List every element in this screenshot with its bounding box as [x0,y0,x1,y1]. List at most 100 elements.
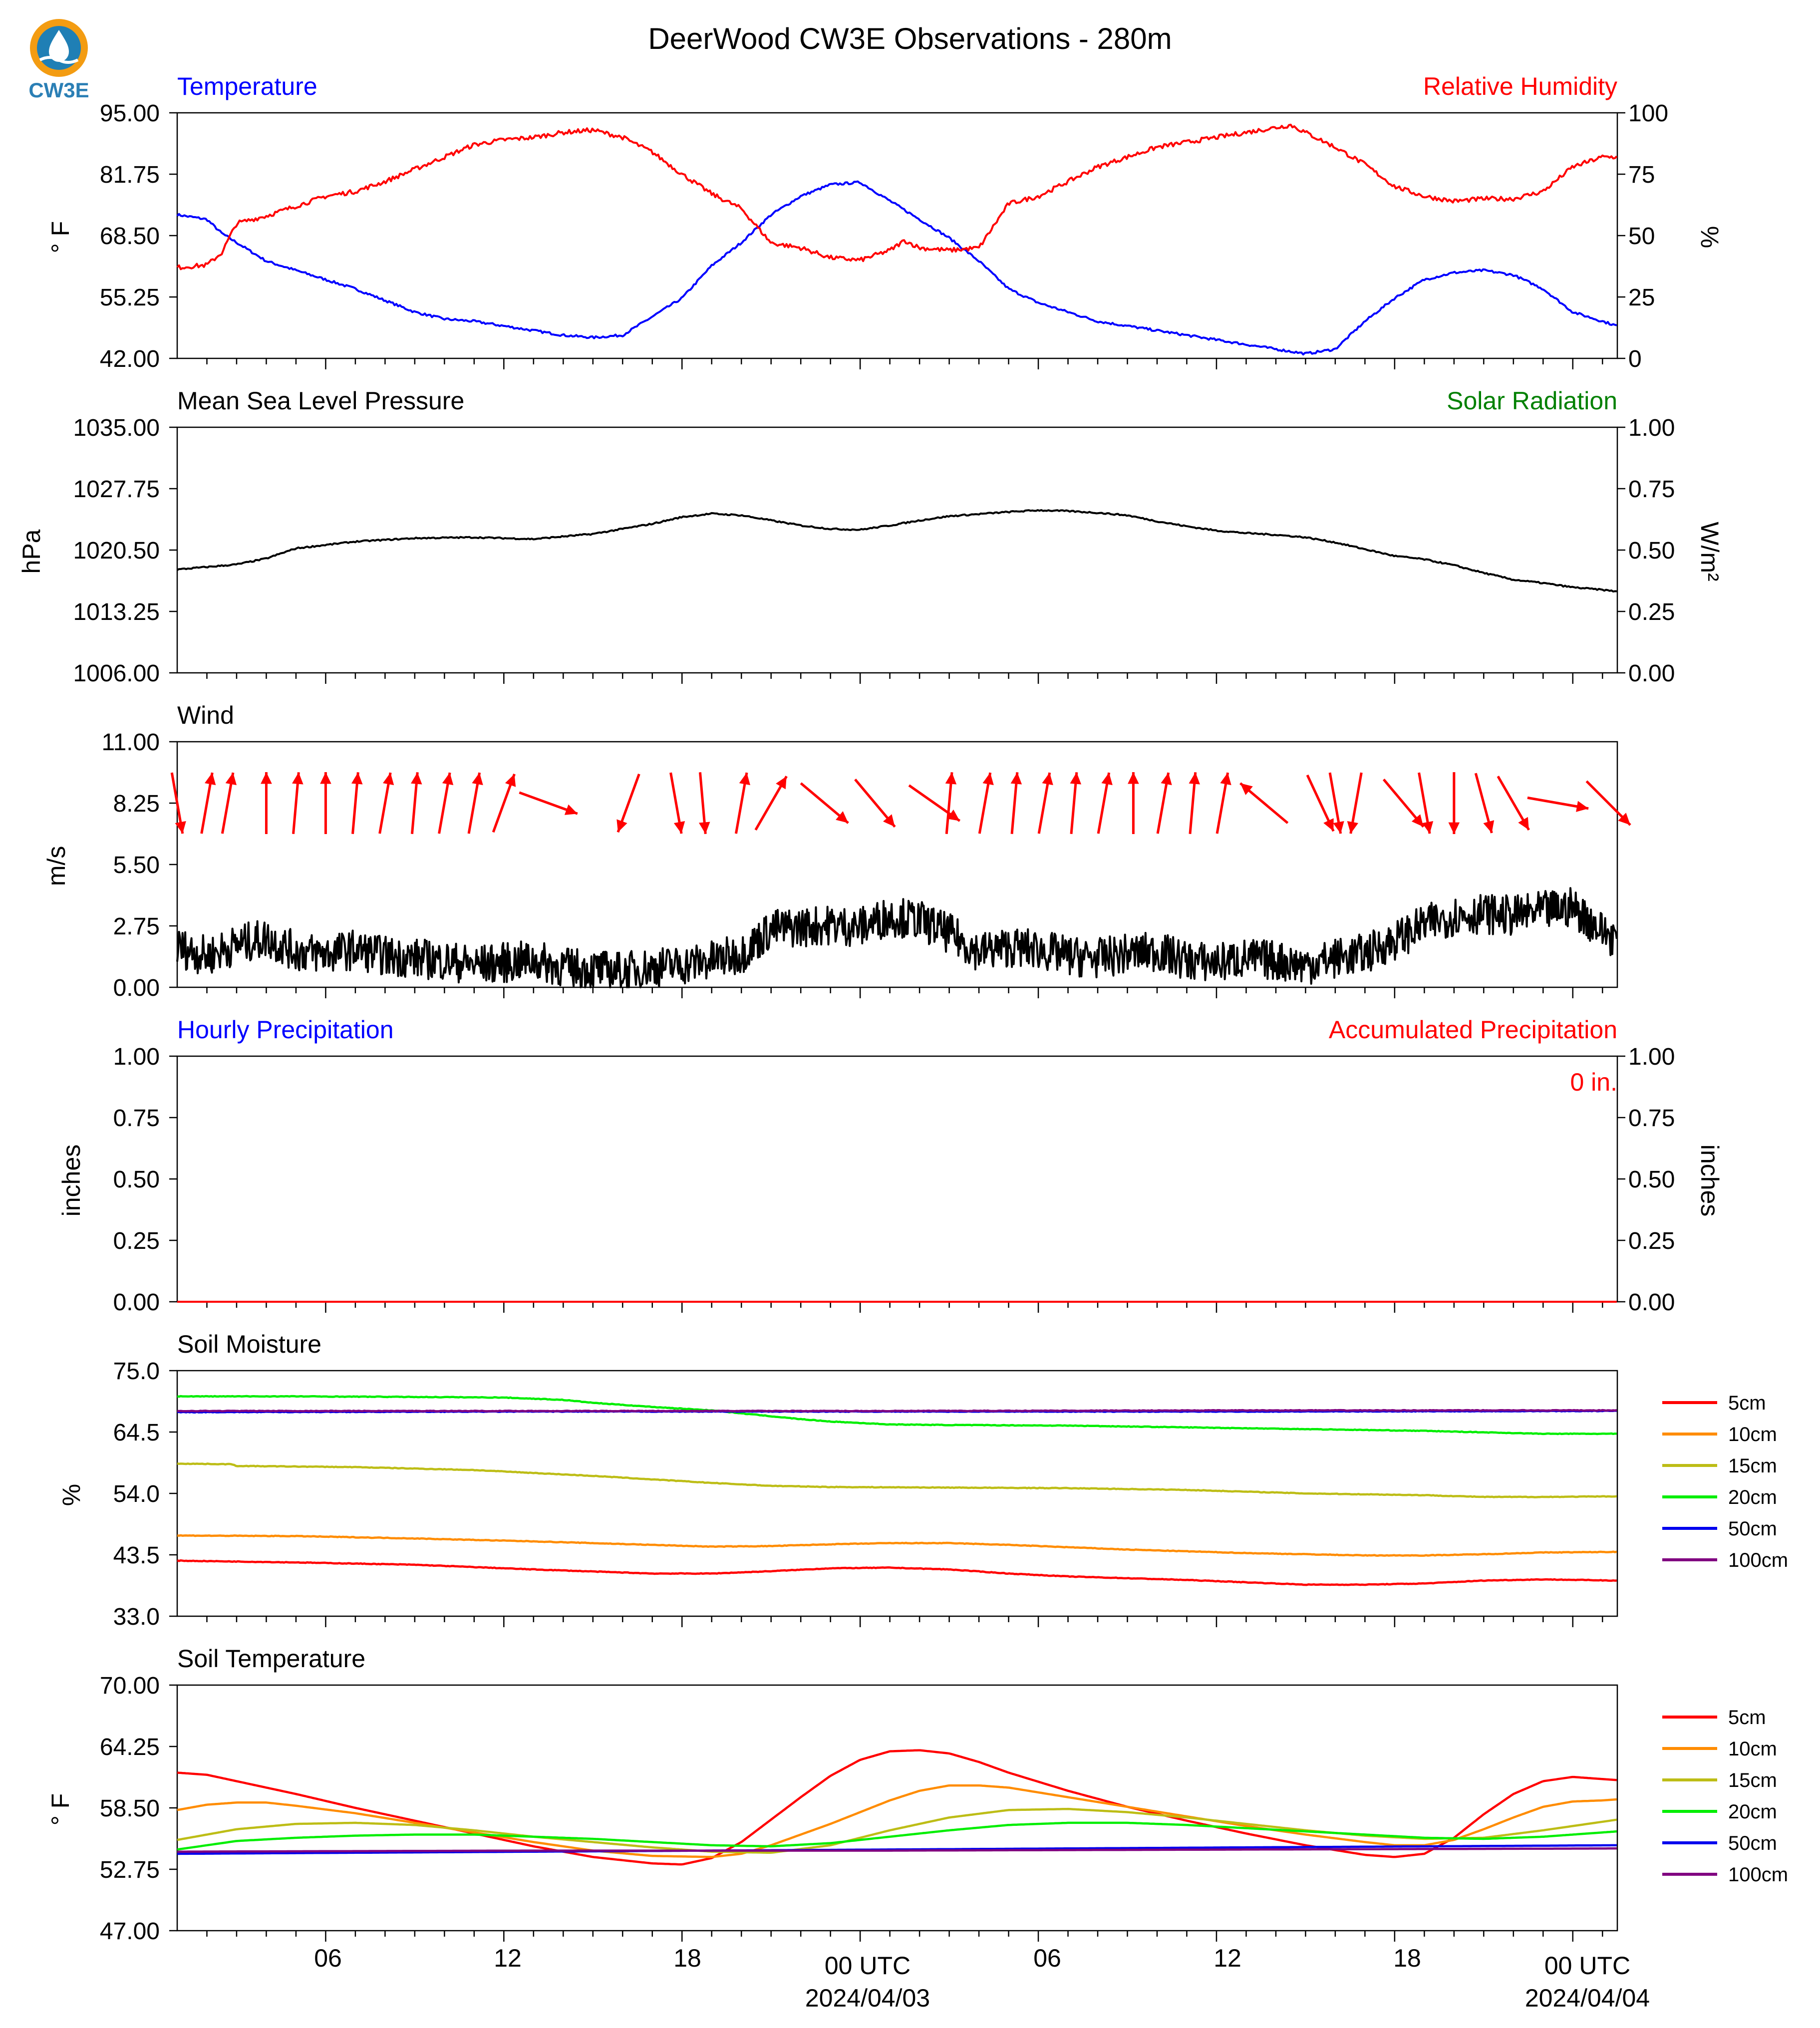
wind-arrow-head [1189,772,1200,785]
wind-arrow-head [261,772,272,784]
wind-arrow-head [1010,772,1022,785]
wind-arrow-head [1101,772,1113,785]
panel-2-ytick-right: 1.00 [1628,415,1675,441]
figure-title: DeerWood CW3E Observations - 280m [648,22,1172,55]
panel-1-ytick-right: 50 [1628,223,1655,250]
panel-6-ytick-left: 47.00 [100,1918,160,1945]
wind-arrow-head [1347,821,1358,834]
panel-5-ytick-left: 33.0 [113,1604,160,1630]
legend-label: 5cm [1728,1392,1766,1414]
series-line-20cm [177,1821,1617,1851]
panel-5-ytick-left: 64.5 [113,1420,160,1446]
panel-2-ytick-left: 1013.25 [73,599,160,625]
series-line-mean-sea-level-pressure [177,509,1617,593]
panel-3-series [176,887,1618,988]
legend-label: 10cm [1728,1424,1777,1446]
wind-arrow-head [1576,801,1589,812]
wind-arrow-head [320,772,331,784]
panel-6-legend: 5cm 10cm 15cm 20cm 50cm 100cm [1662,1707,1788,1886]
panel-1-title-right: Relative Humidity [1423,72,1617,100]
panel-4-ylabel-right: inches [1696,1145,1724,1217]
wind-arrow-head [699,822,710,834]
legend-label: 20cm [1728,1801,1777,1823]
panel-6-ylabel-left: ° F [46,1793,74,1825]
wind-arrow-head [1333,821,1344,834]
wind-arrow-head [1448,822,1460,834]
cw3e-logo: CW3E [28,19,89,102]
wind-arrow-head [205,772,216,785]
wind-arrow-head [505,774,516,787]
panel-3-title-left: Wind [177,701,234,729]
xtick-label: 06 [1033,1944,1061,1972]
panel-3-ytick-left: 5.50 [113,852,160,878]
legend-label: 5cm [1728,1707,1766,1729]
panel-4-title-right: Accumulated Precipitation [1329,1016,1617,1044]
wind-arrow-head [1128,772,1139,784]
panel-2-ytick-right: 0.75 [1628,476,1675,503]
panel-6-axes [169,1684,1618,1942]
panel-soil-moisture: Soil Moisture % 75.0 64.5 54.0 43.5 33.0… [57,1330,1788,1630]
panel-1-ytick-left: 81.75 [100,162,160,188]
xtick-label: 00 UTC [825,1952,910,1980]
series-line-100cm [177,1409,1617,1413]
series-line-20cm [177,1395,1617,1436]
panel-1-ytick-right: 100 [1628,100,1668,127]
legend-label: 15cm [1728,1769,1777,1791]
wind-arrow-head [1422,821,1434,834]
wind-arrow-head [1240,783,1253,795]
panel-1-title-left: Temperature [177,72,317,100]
legend-label: 50cm [1728,1518,1777,1540]
panel-1-series [176,123,1618,356]
series-line-5cm [177,1749,1617,1866]
panel-6-ytick-left: 58.50 [100,1795,160,1822]
wind-arrow-head [945,772,957,785]
wind-arrow-head [673,821,685,834]
wind-arrow-head [1070,772,1082,785]
panel-4-ytick-right: 0.25 [1628,1228,1675,1254]
panel-precipitation: Hourly Precipitation Accumulated Precipi… [57,1016,1724,1316]
panel-3-ylabel-left: m/s [42,846,70,886]
panel-1-ytick-left: 55.25 [100,285,160,311]
panel-wind: Wind m/s 11.00 8.25 5.50 2.75 0.00 [42,701,1631,1001]
xtick-label: 18 [673,1944,701,1972]
wind-arrow-head [564,804,578,815]
panel-3-ytick-left: 11.00 [101,729,160,756]
panel-4-ytick-right: 1.00 [1628,1044,1675,1070]
panel-4-ytick-left: 1.00 [113,1044,160,1070]
wind-arrow-head [1323,818,1334,832]
panel-2-series [177,509,1617,593]
series-line-relative-humidity [176,123,1618,271]
legend-label: 50cm [1728,1832,1777,1854]
panel-1-ytick-right: 25 [1628,285,1655,311]
xtick-label: 00 UTC [1544,1952,1630,1980]
wind-arrow-head [383,772,394,785]
panel-5-legend: 5cm 10cm 15cm 20cm 50cm 100cm [1662,1392,1788,1571]
panel-1-ytick-right: 75 [1628,162,1655,188]
panel-2-ytick-left: 1020.50 [73,538,160,564]
wind-arrow-head [1220,772,1231,785]
wind-arrow-head [836,811,849,823]
series-line-10cm [177,1784,1617,1858]
panel-4-ytick-right: 0.50 [1628,1166,1675,1193]
wind-arrow-head [225,772,237,785]
series-line-wind-speed [176,887,1618,988]
wind-direction-arrows [170,772,1631,834]
panel-3-ytick-left: 2.75 [113,913,160,940]
wind-arrow-head [472,772,483,785]
panel-2-ytick-left: 1006.00 [73,660,160,687]
accumulated-precip-total: 0 in. [1570,1068,1617,1096]
panel-2-ytick-left: 1035.00 [73,415,160,441]
wind-arrow-head [1618,813,1630,825]
panel-1-ytick-left: 95.00 [100,100,160,127]
panel-4-ytick-right: 0.75 [1628,1105,1675,1132]
panel-1-axes [169,112,1625,369]
panel-6-series [177,1749,1617,1866]
wind-arrow-head [1411,814,1424,827]
date-label: 2024/04/03 [805,1984,930,2012]
panel-1-ylabel-right: % [1696,226,1724,248]
wind-arrow-head [1042,772,1053,785]
wind-arrow-head [292,772,303,785]
wind-arrow-head [1483,820,1495,833]
panel-4-ytick-left: 0.25 [113,1228,160,1254]
